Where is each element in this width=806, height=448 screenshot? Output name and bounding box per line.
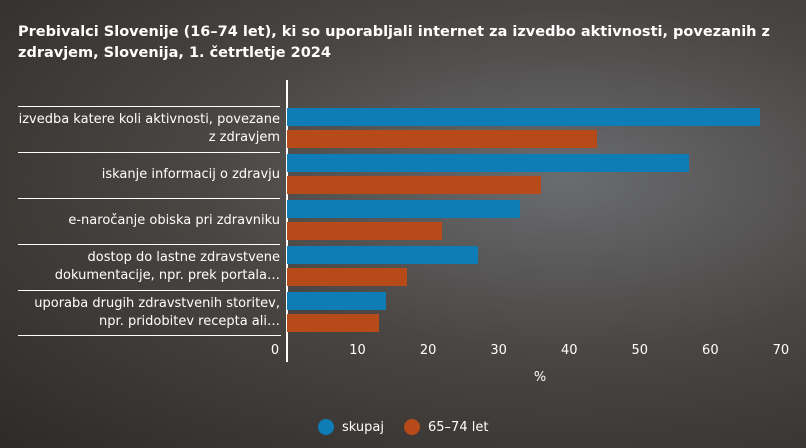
category-label: uporaba drugih zdravstvenih storitev, np… bbox=[18, 290, 280, 335]
bar bbox=[287, 200, 520, 218]
bar bbox=[287, 292, 386, 310]
bar bbox=[287, 268, 407, 286]
x-axis-label: % bbox=[533, 370, 547, 385]
bar bbox=[287, 154, 690, 172]
legend-swatch bbox=[318, 419, 334, 435]
x-tick-label: 60 bbox=[702, 343, 719, 358]
category-label: e-naročanje obiska pri zdravniku bbox=[18, 198, 280, 243]
x-tick-label: 40 bbox=[560, 343, 578, 358]
x-tick-label: 20 bbox=[419, 343, 437, 358]
bar bbox=[287, 314, 379, 332]
bar bbox=[287, 108, 760, 126]
axis-line bbox=[286, 80, 288, 362]
bar bbox=[287, 222, 443, 240]
x-tick-label: 0 bbox=[270, 343, 280, 358]
category-label: iskanje informacij o zdravju bbox=[18, 152, 280, 197]
category-label: izvedba katere koli aktivnosti, povezane… bbox=[18, 106, 280, 151]
legend-label: 65–74 let bbox=[428, 419, 489, 435]
x-tick-label: 70 bbox=[772, 343, 790, 358]
legend-item: skupaj bbox=[318, 419, 384, 435]
bar bbox=[287, 130, 598, 148]
separator bbox=[18, 335, 281, 336]
bar bbox=[287, 176, 541, 194]
legend-label: skupaj bbox=[342, 419, 384, 435]
x-tick-label: 50 bbox=[631, 343, 649, 358]
legend-item: 65–74 let bbox=[404, 419, 488, 435]
x-tick-label: 30 bbox=[490, 343, 507, 358]
bar bbox=[287, 246, 478, 264]
x-tick-label: 10 bbox=[349, 343, 366, 358]
legend-swatch bbox=[404, 419, 420, 435]
chart-title: Prebivalci Slovenije (16–74 let), ki so … bbox=[18, 24, 770, 61]
category-label: dostop do lastne zdravstvene dokumentaci… bbox=[18, 244, 280, 289]
